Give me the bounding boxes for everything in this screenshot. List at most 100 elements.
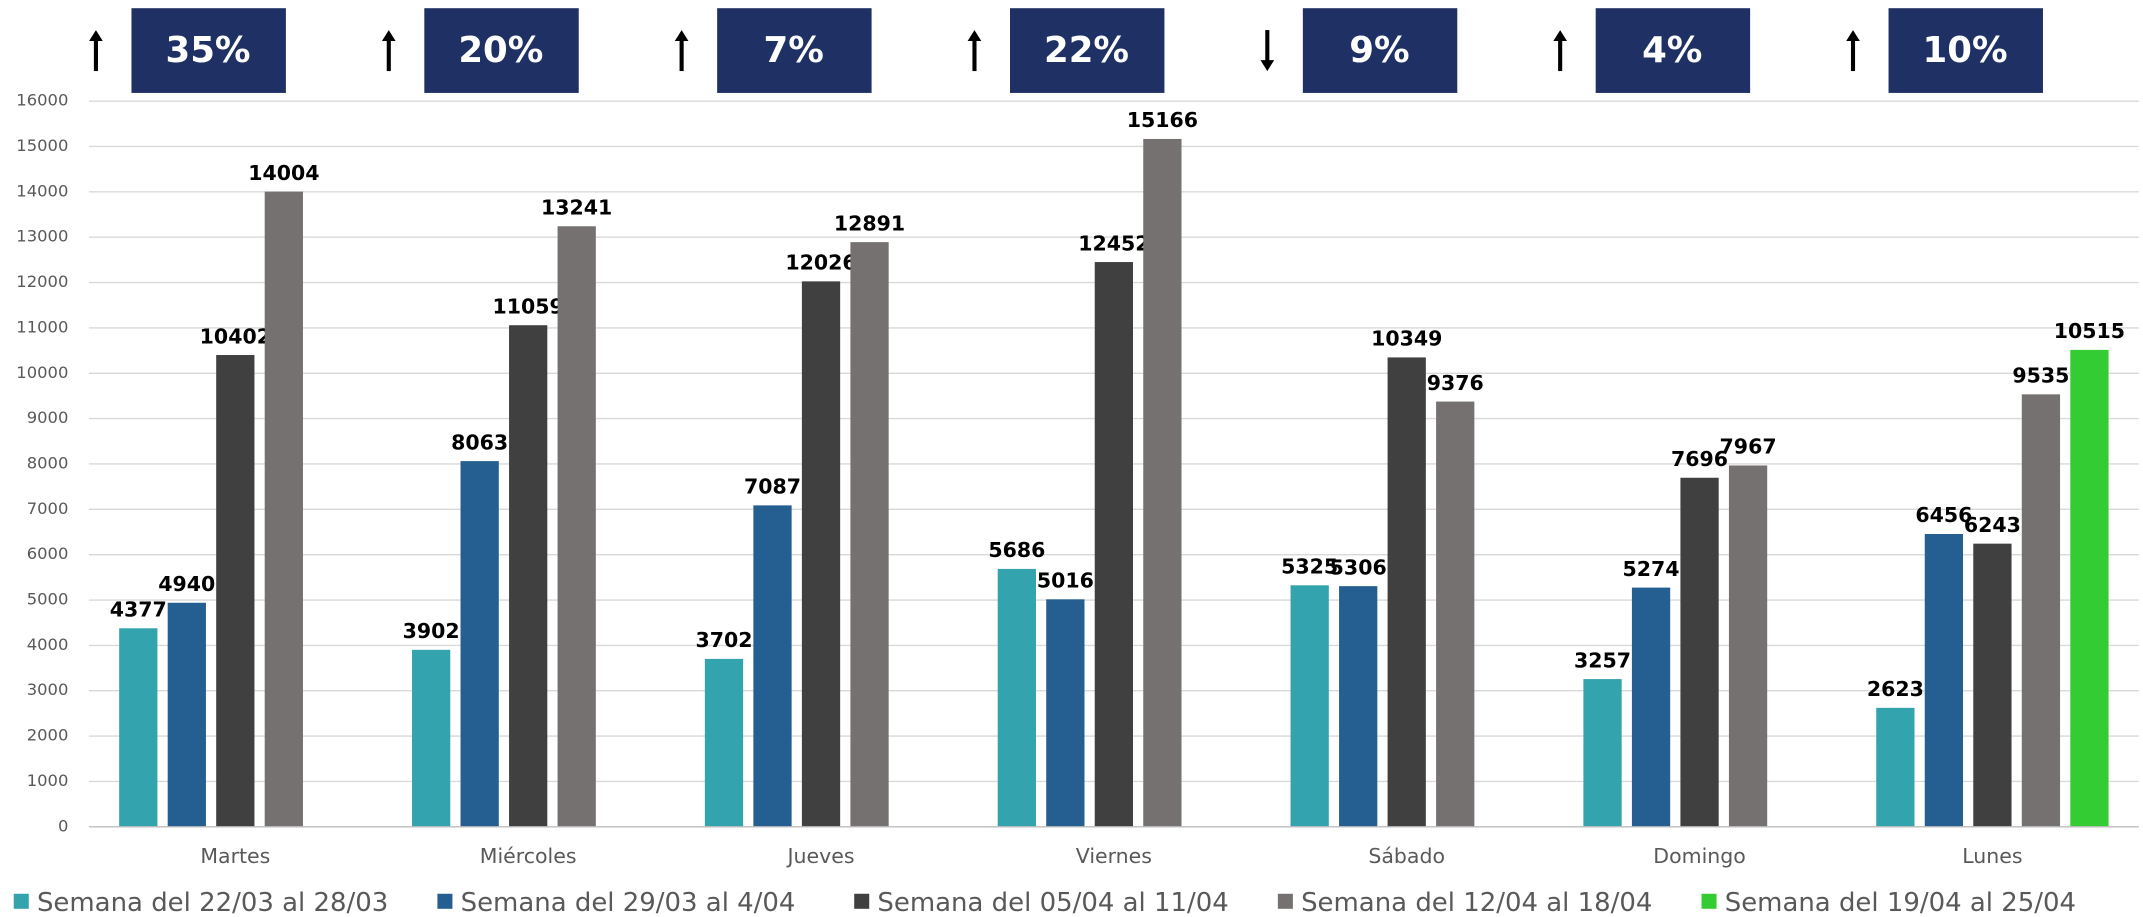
x-tick-label: Domingo [1653,844,1745,868]
change-arrow-head [1553,30,1567,41]
change-box [1595,8,1751,93]
bar [753,505,792,827]
legend-swatch [437,893,453,909]
bar [1924,533,1964,827]
data-label: 5306 [1330,555,1387,579]
bar [1436,401,1475,827]
change-label: 4% [1642,30,1702,71]
legend-swatch [1701,893,1717,909]
y-tick-label: 9000 [27,408,69,427]
y-tick-label: 7000 [27,499,69,518]
y-tick-label: 13000 [16,227,68,246]
change-arrow-head [381,30,396,41]
data-label: 6456 [1915,503,1972,527]
y-tick-label: 6000 [27,544,69,563]
change-label: 20% [458,30,543,71]
bar [1583,679,1622,827]
bar [1143,138,1182,827]
change-arrow-head [1260,60,1275,72]
bar [460,461,499,827]
y-tick-label: 16000 [16,91,68,110]
bar [1339,586,1378,827]
data-label: 14004 [248,161,319,185]
legend-label: Semana del 05/04 al 11/04 [877,888,1228,917]
y-tick-label: 8000 [27,453,69,472]
data-label: 11059 [493,294,564,318]
data-label: 6243 [1964,513,2021,537]
data-label: 10402 [200,324,271,348]
bar [216,355,255,827]
data-label: 2623 [1867,677,1924,701]
data-label: 9376 [1427,371,1484,395]
x-tick-label: Martes [200,844,270,868]
bar [1973,543,2012,827]
y-tick-label: 5000 [27,590,69,609]
change-box [131,8,286,93]
legend-swatch [1277,893,1293,909]
bar [1387,357,1426,827]
x-tick-label: Lunes [1962,844,2022,868]
data-label: 7967 [1720,435,1777,459]
data-label: 12452 [1078,231,1149,255]
change-label: 9% [1349,30,1409,71]
y-tick-label: 10000 [16,363,68,382]
y-tick-label: 3000 [27,680,69,699]
data-label: 4377 [110,598,167,622]
data-label: 4940 [158,572,215,596]
data-label: 13241 [541,195,612,219]
change-box [717,8,872,93]
change-box [424,8,579,93]
data-label: 8063 [451,430,508,454]
y-tick-label: 4000 [27,635,69,654]
legend-label: Semana del 22/03 al 28/03 [37,888,388,917]
legend-label: Semana del 29/03 al 4/04 [461,888,796,917]
data-label: 7087 [744,475,801,499]
bar [801,281,841,827]
y-tick-label: 0 [58,816,68,835]
bar [1728,465,1768,827]
y-tick-label: 11000 [16,317,68,336]
x-tick-label: Sábado [1368,844,1445,868]
bar [997,568,1036,827]
data-label: 5016 [1037,569,1094,593]
bar [167,602,206,827]
data-label: 5686 [988,538,1045,562]
data-label: 5325 [1281,555,1338,579]
x-tick-label: Miércoles [480,844,577,868]
legend-label: Semana del 19/04 al 25/04 [1725,888,2076,917]
change-label: 22% [1044,30,1129,71]
bar [412,649,451,827]
change-arrow-head [967,30,982,41]
change-arrow-head [674,30,689,41]
x-tick-label: Viernes [1076,844,1152,868]
data-label: 10349 [1371,327,1442,351]
change-box [1010,8,1165,93]
y-tick-label: 2000 [27,726,69,745]
data-label: 3257 [1574,648,1631,672]
bar [850,242,889,827]
change-arrow-head [1846,30,1860,41]
change-label: 10% [1923,30,2008,71]
bar [2070,349,2109,827]
bar [1290,585,1329,827]
bar [557,226,596,827]
bar [2021,394,2061,827]
legend-swatch [13,893,29,909]
change-label: 35% [165,30,250,71]
bar [704,658,744,827]
y-tick-label: 1000 [27,771,69,790]
data-label: 3702 [695,628,752,652]
data-label: 12026 [785,251,856,275]
x-tick-label: Jueves [786,844,855,868]
data-label: 3902 [403,619,460,643]
data-label: 7696 [1671,447,1728,471]
bar [509,325,548,827]
legend-swatch [854,893,870,909]
bar [1094,262,1133,827]
bar [119,628,158,827]
bar [1680,477,1719,827]
y-tick-label: 15000 [16,136,68,155]
change-box [1888,8,2043,93]
bar [1046,599,1085,827]
